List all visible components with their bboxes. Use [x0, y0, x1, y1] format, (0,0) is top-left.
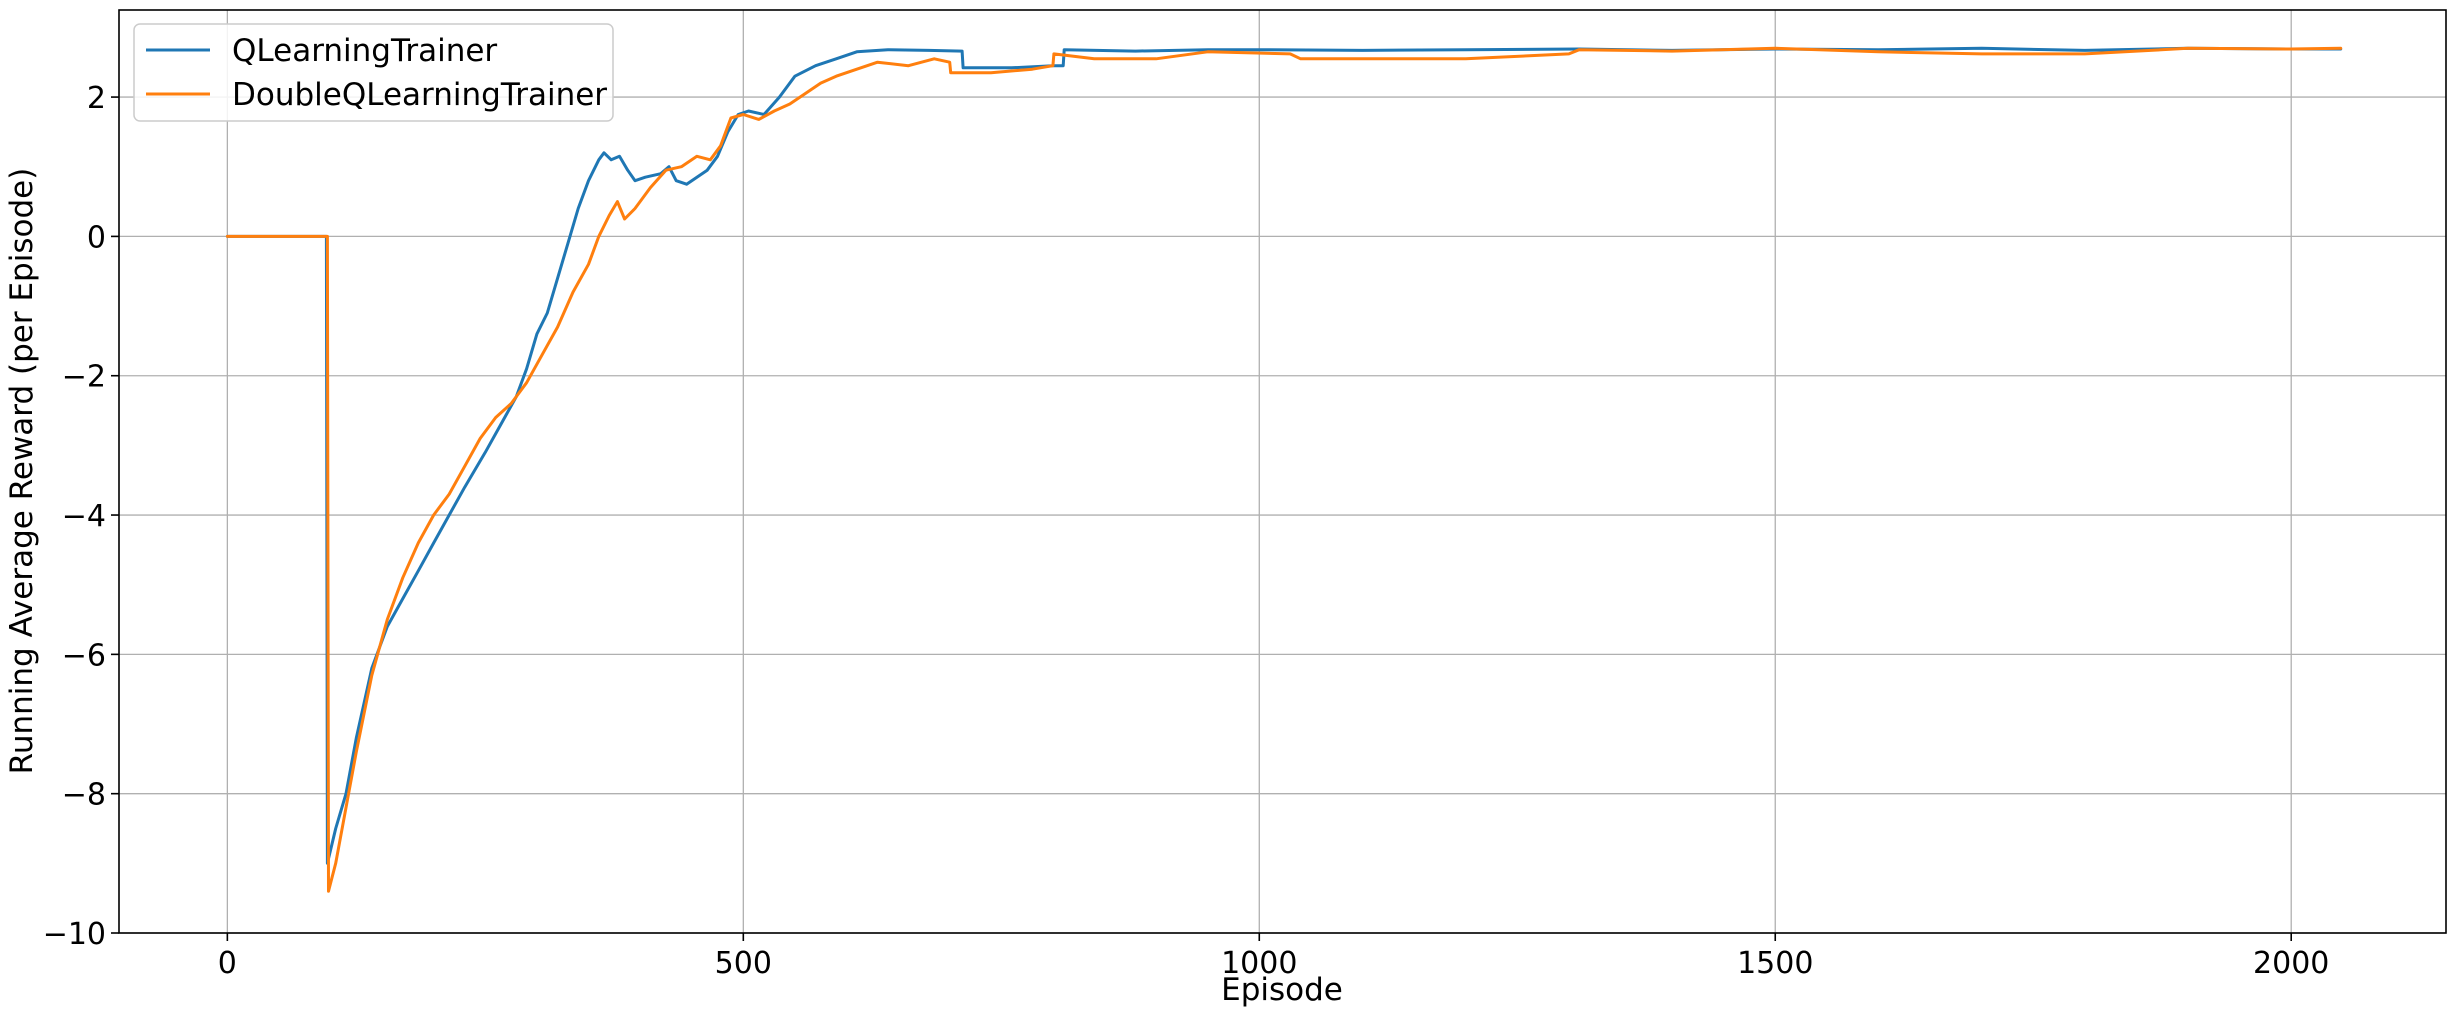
x-tick-label: 1500 [1737, 946, 1813, 981]
y-axis-label: Running Average Reward (per Episode) [4, 168, 40, 775]
axis-ticks: 0 500 1000 1500 2000 −10 −8 −6 −4 −2 0 2 [43, 81, 2330, 981]
legend-label-qlearning: QLearningTrainer [232, 33, 497, 69]
legend-box [133, 23, 614, 122]
series-lines [225, 46, 2343, 893]
y-tick-label: −2 [62, 360, 106, 395]
x-tick-label: 500 [715, 946, 772, 981]
y-tick-label: 2 [87, 81, 106, 116]
plot-background [119, 10, 2446, 933]
series-line-1 [225, 46, 2343, 893]
x-tick-label: 2000 [2253, 946, 2329, 981]
y-tick-label: 0 [87, 220, 106, 255]
y-tick-label: −4 [62, 499, 106, 534]
legend-label-double-qlearning: DoubleQLearningTrainer [232, 77, 607, 113]
series-line-0 [225, 46, 2343, 865]
y-tick-label: −8 [62, 778, 106, 813]
y-tick-label: −10 [43, 917, 106, 952]
x-tick-label: 0 [218, 946, 237, 981]
y-tick-label: −6 [62, 638, 106, 673]
plot-frame [118, 9, 2447, 934]
x-tick-label: 1000 [1221, 946, 1297, 981]
legend: QLearningTrainer DoubleQLearningTrainer [133, 23, 614, 122]
x-axis-label: Episode [1221, 972, 1343, 1008]
